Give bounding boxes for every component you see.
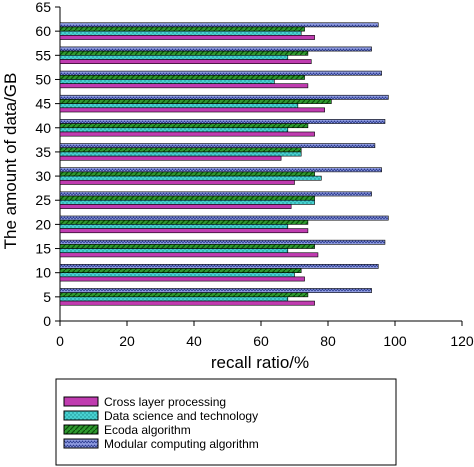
bar (59, 204, 292, 209)
legend-swatch-cross-layer (63, 396, 99, 407)
bar (59, 244, 315, 249)
x-axis-title: recall ratio/% (211, 353, 309, 372)
legend-swatch-modular (63, 438, 99, 449)
tick-labels: 0 5 10 15 20 25 30 35 40 45 50 55 60 65 0 20 40 60 80 100 12… (35, 0, 473, 349)
bar-area (59, 22, 389, 306)
bar (59, 30, 302, 36)
bar (59, 143, 376, 149)
y-tick-label: 30 (35, 168, 51, 184)
x-tick-label: 100 (383, 333, 407, 349)
y-tick-label: 50 (35, 71, 51, 87)
bar (59, 276, 305, 282)
bar (59, 224, 289, 229)
bar (59, 131, 315, 137)
bar (59, 252, 319, 258)
y-tick-label: 0 (43, 313, 51, 329)
bar (59, 119, 386, 124)
y-tick-label: 15 (35, 241, 51, 257)
bar (59, 288, 372, 293)
bar (59, 171, 315, 177)
x-tick-label: 40 (186, 333, 202, 349)
bar (59, 175, 322, 181)
bar (59, 50, 309, 56)
bar (59, 147, 302, 153)
bar (59, 195, 315, 201)
bar (59, 26, 305, 32)
y-tick-label: 35 (35, 144, 51, 160)
bar (59, 70, 382, 76)
y-tick-label: 60 (35, 23, 51, 39)
bar (59, 74, 305, 80)
bar (59, 248, 289, 254)
x-tick-label: 60 (253, 333, 269, 349)
y-axis-title: The amount of data/GB (1, 73, 20, 250)
bar (59, 94, 389, 100)
legend-label: Cross layer processing (104, 395, 226, 409)
bar (59, 191, 372, 197)
x-tick-label: 80 (320, 333, 336, 349)
bar (59, 272, 295, 278)
bar (59, 179, 295, 185)
legend-label: Modular computing algorithm (104, 437, 259, 451)
legend-box (55, 378, 397, 466)
legend-entry: Cross layer processing (63, 395, 226, 409)
bar (59, 99, 332, 104)
y-tick-label: 25 (35, 192, 51, 208)
legend: Cross layer processing Data science and … (55, 378, 397, 466)
bar (59, 151, 302, 157)
y-tick-label: 65 (35, 0, 51, 15)
bar (59, 199, 315, 205)
bar (59, 155, 282, 161)
bar (59, 215, 389, 221)
bar (59, 300, 315, 306)
y-tick-label: 55 (35, 47, 51, 63)
bar (59, 268, 302, 273)
bar (59, 22, 379, 28)
bar (59, 83, 309, 89)
bar (59, 127, 289, 133)
bar (59, 55, 289, 60)
bar (59, 263, 379, 269)
bar (59, 219, 309, 225)
bar (59, 46, 372, 52)
bar (59, 103, 299, 109)
bar (59, 107, 325, 113)
bar (59, 123, 309, 129)
y-tick-label: 10 (35, 265, 51, 281)
y-tick-label: 20 (35, 216, 51, 232)
bar (59, 228, 309, 234)
legend-swatch-data-science (63, 410, 99, 421)
legend-entry: Data science and technology (63, 409, 258, 423)
bar (59, 59, 312, 65)
y-tick-label: 5 (43, 289, 51, 305)
y-tick-label: 45 (35, 96, 51, 112)
bar (59, 35, 315, 40)
bar (59, 296, 289, 302)
x-tick-label: 20 (119, 333, 135, 349)
x-tick-label: 120 (450, 333, 474, 349)
legend-label: Ecoda algorithm (104, 423, 191, 437)
legend-entry: Modular computing algorithm (63, 437, 259, 451)
bar (59, 167, 382, 173)
bar (59, 79, 275, 84)
legend-entry: Ecoda algorithm (63, 423, 191, 437)
y-tick-label: 40 (35, 120, 51, 136)
legend-label: Data science and technology (104, 409, 258, 423)
bar (59, 239, 386, 245)
x-tick-label: 0 (56, 333, 64, 349)
bar (59, 292, 309, 298)
legend-swatch-ecoda (63, 424, 99, 435)
